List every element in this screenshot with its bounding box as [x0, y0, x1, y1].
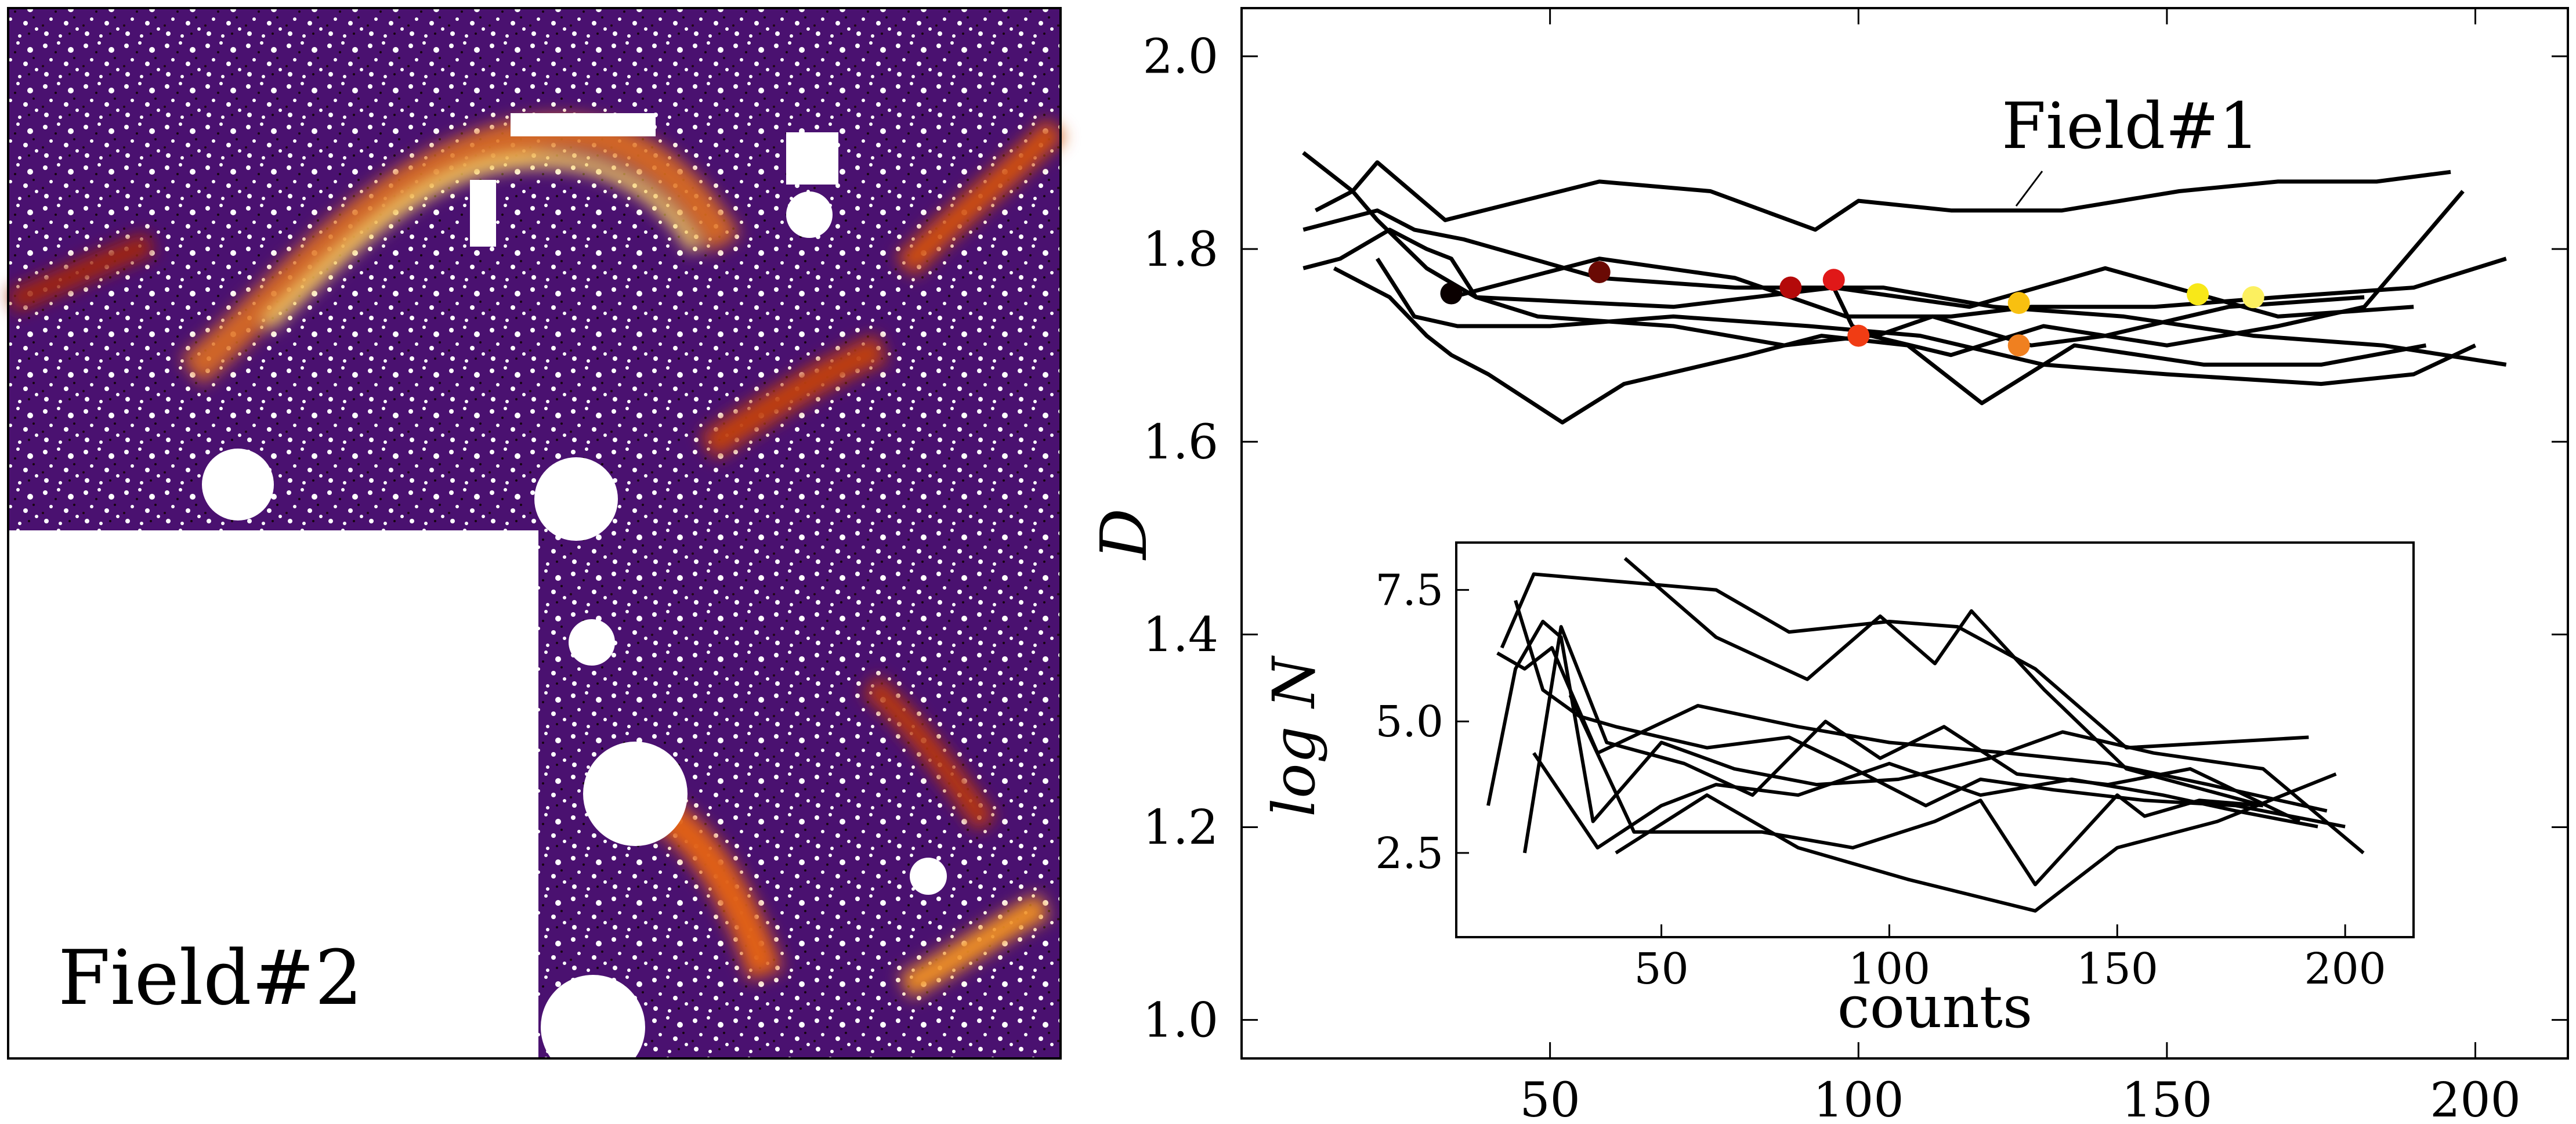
- main-marker-group: [1440, 261, 2264, 357]
- emission-filaments: [7, 115, 1065, 999]
- field2-image-panel: Field#2: [7, 7, 1065, 1079]
- main-series-line-5: [1450, 256, 2507, 319]
- filament-mid-right: [700, 334, 888, 460]
- filament-arc: [180, 115, 740, 385]
- inset-log-n-chart: 50 100 150 200 2.5 5.0 7.5 counts log N: [1260, 541, 2415, 1041]
- main-data-marker-3: [1779, 276, 1802, 299]
- inset-y-tick-label: 5.0: [1375, 697, 1443, 747]
- main-x-tick-label: 200: [2430, 1073, 2521, 1124]
- inset-series-line-8: [1568, 694, 2263, 887]
- masked-star: [569, 619, 615, 666]
- inset-y-tick-label: 2.5: [1375, 829, 1443, 879]
- main-series-group: [1302, 151, 2507, 425]
- inset-x-tick-label: 50: [1634, 944, 1688, 994]
- main-series-line-6: [1303, 227, 2414, 319]
- main-y-tick-label: 1.2: [1143, 800, 1218, 855]
- field1-annotation: Field#1: [2002, 89, 2259, 163]
- map-frame: [7, 7, 1062, 1060]
- main-y-axis-label: D: [1087, 508, 1161, 561]
- inset-tick-group: 50 100 150 200 2.5 5.0 7.5: [1375, 566, 2386, 995]
- main-data-marker-6: [2007, 292, 2030, 315]
- main-series-line-1: [1314, 160, 2451, 232]
- main-data-marker-2: [1588, 261, 1611, 283]
- inset-plot-frame: [1455, 541, 2415, 938]
- main-data-marker-4: [1822, 269, 1845, 291]
- inset-series-line-6: [1522, 625, 2300, 854]
- masked-region: [470, 180, 496, 247]
- main-tick-group: 50 100 150 200 1.0 1.2 1.4 1.6 1.8 2.0: [1143, 8, 2568, 1124]
- fractal-dimension-chart: 50 100 150 200 1.0 1.2 1.4 1.6 1.8 2.0 Field#1 D: [1087, 7, 2569, 1124]
- masked-quadrant: [8, 530, 538, 1058]
- masked-region: [786, 132, 838, 185]
- filament-lower: [652, 797, 783, 981]
- main-y-tick-label: 1.4: [1143, 608, 1218, 663]
- main-y-tick-label: 1.6: [1143, 415, 1218, 470]
- inset-series-line-2: [1623, 556, 2264, 808]
- filament-arc-core: [262, 153, 703, 330]
- inset-x-axis-label: counts: [1837, 973, 2033, 1041]
- main-series-line-4: [1333, 266, 2427, 425]
- inset-y-axis-label: log N: [1260, 655, 1328, 817]
- masked-star: [534, 457, 618, 541]
- inset-series-line-4: [1496, 646, 2328, 813]
- field2-label: Field#2: [58, 934, 363, 1022]
- main-data-marker-9: [2242, 286, 2264, 309]
- main-series-line-3: [1303, 208, 2507, 367]
- main-y-tick-label: 2.0: [1143, 30, 1218, 85]
- inset-series-line-9: [1615, 772, 2337, 913]
- main-data-marker-7: [2007, 334, 2030, 357]
- main-plot-frame: [1240, 7, 2569, 1060]
- inset-x-tick-label: 100: [1848, 944, 1930, 994]
- inset-y-tick-label: 7.5: [1375, 566, 1443, 616]
- inset-series-line-3: [1486, 620, 2365, 855]
- filament-left: [7, 233, 155, 313]
- inset-series-line-7: [1532, 752, 2318, 850]
- main-x-tick-label: 50: [1519, 1073, 1580, 1124]
- main-x-tick-label: 100: [1813, 1073, 1904, 1124]
- inset-x-tick-label: 150: [2076, 944, 2158, 994]
- main-data-marker-1: [1440, 282, 1463, 305]
- main-y-tick-label: 1.0: [1143, 993, 1218, 1048]
- masked-star: [202, 449, 274, 521]
- main-data-marker-8: [2187, 283, 2209, 306]
- masked-star: [786, 191, 833, 238]
- filament-lower-right: [899, 893, 1051, 999]
- masked-star: [583, 742, 688, 846]
- masked-star: [541, 975, 645, 1079]
- masked-star: [910, 858, 947, 895]
- filament-upper-right: [896, 118, 1065, 276]
- masked-region: [511, 113, 656, 136]
- main-data-marker-5: [1847, 324, 1870, 347]
- filament-right: [862, 675, 996, 831]
- main-y-tick-label: 1.8: [1143, 222, 1218, 277]
- inset-series-group: [1486, 556, 2365, 913]
- inset-x-tick-label: 200: [2304, 944, 2386, 994]
- main-x-tick-label: 150: [2122, 1073, 2213, 1124]
- inset-series-line-1: [1500, 572, 2309, 750]
- annotation-leader-line: [2015, 171, 2043, 207]
